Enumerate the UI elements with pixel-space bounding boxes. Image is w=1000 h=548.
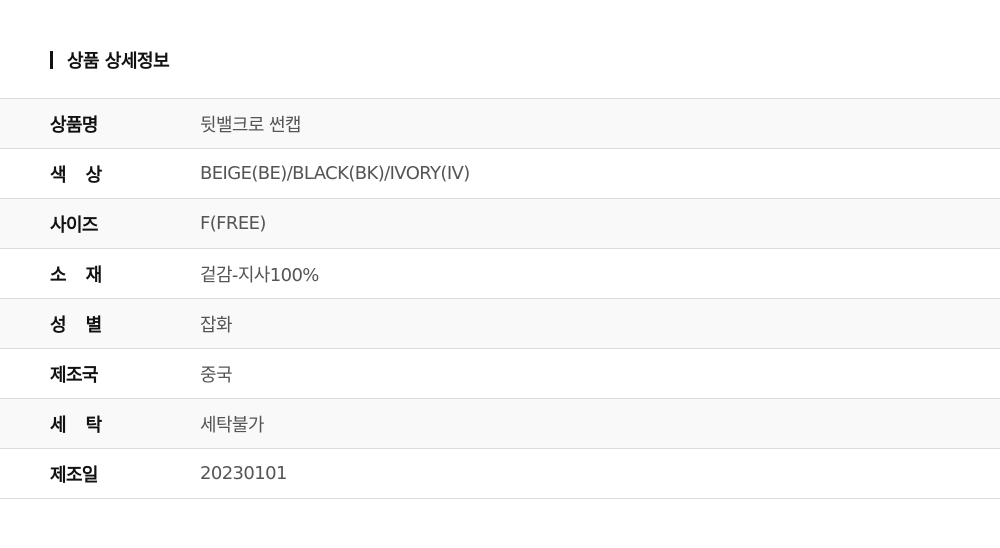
title-bar-decoration [50,51,53,69]
row-value: 중국 [200,364,233,386]
table-row: 제조국 중국 [0,348,1000,399]
table-row: 제조일 20230101 [0,448,1000,499]
table-row: 색 상 BEIGE(BE)/BLACK(BK)/IVORY(IV) [0,148,1000,199]
row-value: 겉감-지사100% [200,264,319,286]
table-row: 세 탁 세탁불가 [0,398,1000,449]
row-label: 상품명 [50,114,98,136]
row-value: 20230101 [200,463,287,484]
row-label: 사이즈 [50,214,98,236]
table-row: 사이즈 F(FREE) [0,198,1000,249]
row-label: 색 상 [50,164,102,186]
row-label: 성 별 [50,314,102,336]
row-value: 잡화 [200,314,233,336]
section-title: 상품 상세정보 [50,49,170,72]
row-value: 뒷밸크로 썬캡 [200,114,301,136]
table-row: 소 재 겉감-지사100% [0,248,1000,299]
row-label: 제조국 [50,364,98,386]
table-row: 성 별 잡화 [0,298,1000,349]
row-label: 세 탁 [50,414,102,436]
row-value: BEIGE(BE)/BLACK(BK)/IVORY(IV) [200,163,470,184]
row-label: 소 재 [50,264,102,286]
row-label: 제조일 [50,464,98,486]
product-detail-table: 상품명 뒷밸크로 썬캡 색 상 BEIGE(BE)/BLACK(BK)/IVORY(… [0,98,1000,499]
section-title-text: 상품 상세정보 [67,51,170,72]
row-value: F(FREE) [200,213,266,234]
table-row: 상품명 뒷밸크로 썬캡 [0,98,1000,149]
row-value: 세탁불가 [200,414,264,436]
